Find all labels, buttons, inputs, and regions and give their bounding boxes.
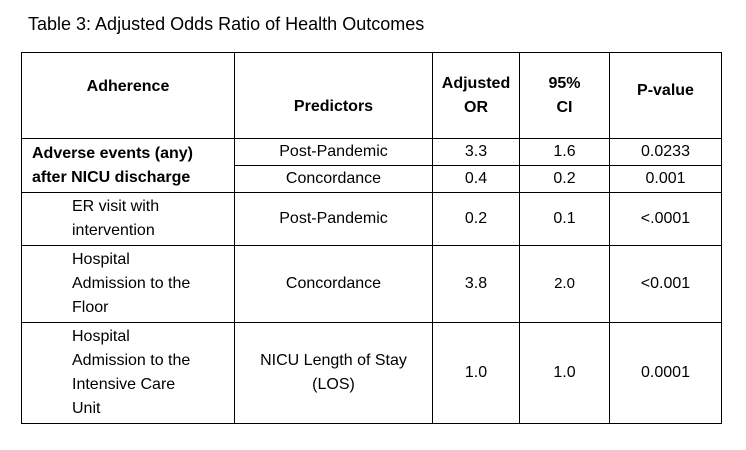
odds-ratio-table: Adherence Predictors Adjusted OR 95% CI … xyxy=(21,52,722,424)
adherence-line: Floor xyxy=(72,299,109,316)
p-value-cell: <.0001 xyxy=(609,192,722,246)
adherence-line: Unit xyxy=(72,400,101,417)
adherence-cell: Hospital Admission to the Intensive Care… xyxy=(21,322,235,424)
predictor-cell: Concordance xyxy=(234,165,433,193)
predictor-cell: NICU Length of Stay (LOS) xyxy=(234,322,433,424)
predictor-cell: Concordance xyxy=(234,245,433,323)
or-cell: 1.0 xyxy=(432,322,520,424)
adherence-cell: ER visit with intervention xyxy=(21,192,235,246)
adherence-line: ER visit with xyxy=(72,198,160,215)
or-cell: 0.4 xyxy=(432,165,520,193)
adherence-line: Intensive Care xyxy=(72,376,176,393)
header-ci-line1: 95% xyxy=(548,74,581,92)
adherence-line: Admission to the xyxy=(72,352,191,369)
ci-cell: 0.2 xyxy=(519,165,610,193)
table-row: Adverse events (any) after NICU discharg… xyxy=(21,138,722,193)
header-ci-line2: CI xyxy=(556,98,573,116)
predictor-line: NICU Length of Stay xyxy=(260,352,407,369)
header-adherence: Adherence xyxy=(21,52,235,139)
adherence-line: after NICU discharge xyxy=(32,168,191,186)
predictor-cell: Post-Pandemic xyxy=(234,192,433,246)
ci-cell: 2.0 xyxy=(519,245,610,323)
table-row: Concordance 0.4 0.2 0.001 xyxy=(22,165,722,193)
ci-cell: 0.1 xyxy=(519,192,610,246)
adherence-line: Adverse events (any) xyxy=(32,144,193,162)
or-cell: 0.2 xyxy=(432,192,520,246)
header-adjusted-or: Adjusted OR xyxy=(432,52,520,139)
table-row: Hospital Admission to the Floor Concorda… xyxy=(21,245,722,323)
p-value-cell: 0.0001 xyxy=(609,322,722,424)
adherence-line: Hospital xyxy=(72,251,130,268)
ci-cell: 1.0 xyxy=(519,322,610,424)
header-row: Adherence Predictors Adjusted OR 95% CI … xyxy=(21,52,722,139)
or-cell: 3.3 xyxy=(432,138,520,166)
predictor-line: (LOS) xyxy=(312,376,355,393)
adherence-cell: Adverse events (any) after NICU discharg… xyxy=(21,138,235,193)
p-value-cell: 0.0233 xyxy=(609,138,722,166)
table-row: Hospital Admission to the Intensive Care… xyxy=(21,322,722,424)
table-row: ER visit with intervention Post-Pandemic… xyxy=(21,192,722,246)
adherence-cell: Hospital Admission to the Floor xyxy=(21,245,235,323)
header-p-value: P-value xyxy=(609,52,722,139)
header-adjusted-or-line2: OR xyxy=(464,98,488,116)
ci-cell: 1.6 xyxy=(519,138,610,166)
header-ci: 95% CI xyxy=(519,52,610,139)
or-cell: 3.8 xyxy=(432,245,520,323)
header-predictors: Predictors xyxy=(234,52,433,139)
header-adjusted-or-line1: Adjusted xyxy=(441,74,511,92)
adherence-line: Hospital xyxy=(72,328,130,345)
adherence-line: Admission to the xyxy=(72,275,191,292)
p-value-cell: <0.001 xyxy=(609,245,722,323)
table-caption: Table 3: Adjusted Odds Ratio of Health O… xyxy=(28,14,425,34)
adherence-line: intervention xyxy=(72,222,155,239)
p-value-cell: 0.001 xyxy=(609,165,722,193)
predictor-cell: Post-Pandemic xyxy=(234,138,433,166)
